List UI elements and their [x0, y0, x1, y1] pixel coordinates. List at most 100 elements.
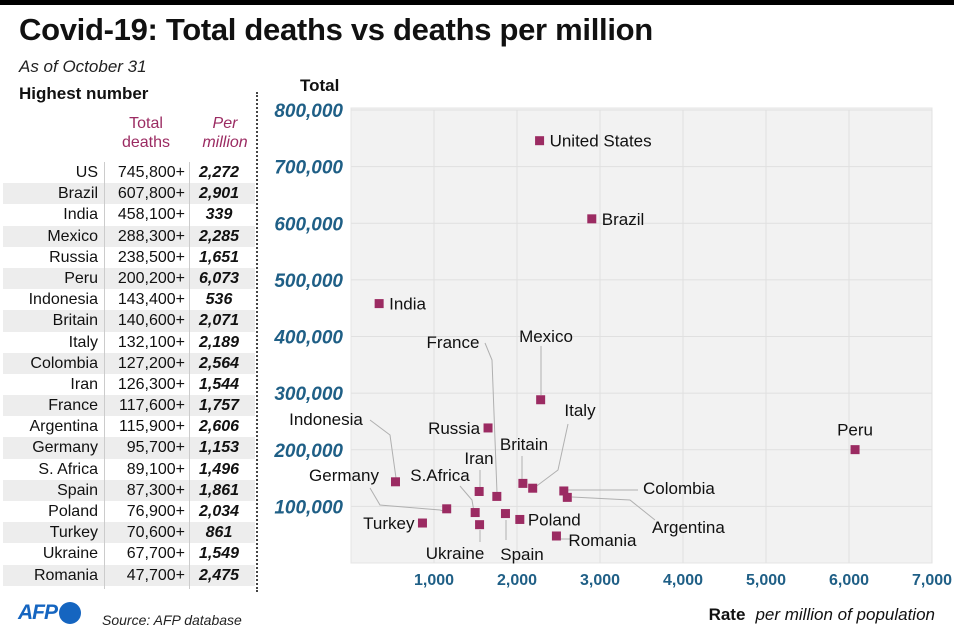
data-point-label: Britain — [500, 435, 548, 454]
total-deaths-cell: 745,800+ — [117, 164, 185, 181]
total-deaths-cell: 67,700+ — [126, 545, 185, 563]
table-row: Argentina 115,900+ 2,606 — [3, 416, 255, 437]
table-row: Turkey 70,600+ 861 — [3, 522, 255, 544]
column-header-per-million: Per million — [198, 114, 252, 152]
per-million-cell: 1,496 — [198, 460, 240, 478]
country-cell: Poland — [48, 503, 98, 520]
leader-line — [459, 485, 475, 513]
y-tick-label: 400,000 — [273, 328, 343, 349]
per-million-cell: 2,034 — [198, 503, 240, 520]
dotted-separator — [256, 92, 258, 592]
data-point-marker — [559, 486, 569, 496]
afp-logo-dot-icon — [59, 602, 81, 624]
data-point-label: United States — [550, 132, 652, 151]
per-million-cell: 2,272 — [198, 164, 240, 181]
table-row: France 117,600+ 1,757 — [3, 395, 255, 417]
country-cell: Colombia — [30, 354, 98, 372]
y-tick-label: 600,000 — [274, 214, 343, 235]
country-cell: Italy — [68, 333, 98, 351]
column-divider — [189, 162, 190, 589]
country-cell: S. Africa — [38, 460, 98, 478]
data-point-label: Romania — [568, 531, 637, 550]
country-cell: Peru — [64, 269, 98, 287]
data-point-label: France — [427, 333, 480, 352]
per-million-cell: 339 — [205, 206, 233, 224]
country-cell: Argentina — [29, 418, 99, 436]
table-row: Russia 238,500+ 1,651 — [3, 247, 255, 268]
total-deaths-cell: 127,200+ — [117, 354, 185, 372]
x-axis-title-bold: Rate — [708, 605, 746, 624]
data-point-label: Argentina — [652, 518, 725, 537]
table-row: Peru 200,200+ 6,073 — [3, 267, 255, 290]
leader-line — [484, 342, 498, 494]
y-tick-label: 700,000 — [274, 158, 343, 179]
data-point-marker — [587, 214, 597, 224]
total-deaths-cell: 200,200+ — [117, 269, 185, 287]
chart-subtitle: As of October 31 — [19, 57, 147, 76]
x-tick-label: 4,000 — [663, 572, 703, 589]
table-row: Brazil 607,800+ 2,901 — [3, 183, 255, 205]
column-header-per-line1: Per — [212, 115, 238, 132]
table-row: Mexico 288,300+ 2,285 — [3, 225, 255, 247]
per-million-cell: 2,901 — [198, 185, 240, 203]
total-deaths-cell: 117,600+ — [119, 397, 185, 415]
per-million-cell: 1,861 — [198, 481, 240, 499]
data-point-marker — [500, 509, 510, 519]
data-point-marker — [390, 477, 400, 487]
data-point-marker — [551, 531, 561, 541]
table-row: India 458,100+ 339 — [3, 204, 255, 225]
country-cell: France — [48, 397, 98, 415]
total-deaths-cell: 143,400+ — [117, 291, 185, 309]
per-million-cell: 2,189 — [198, 333, 240, 351]
country-cell: Turkey — [49, 524, 98, 542]
data-point-marker — [442, 504, 452, 514]
table-row: S. Africa 89,100+ 1,496 — [3, 459, 255, 480]
data-point-label: Russia — [428, 419, 481, 438]
x-tick-label: 7,000 — [912, 572, 952, 589]
data-point-label: Colombia — [643, 479, 715, 498]
country-cell: Indonesia — [28, 291, 98, 309]
data-point-label: Iran — [464, 449, 493, 468]
afp-logo: AFP — [18, 601, 81, 624]
x-tick-label: 1,000 — [414, 572, 454, 589]
total-deaths-cell: 95,700+ — [126, 439, 185, 457]
table-row: Germany 95,700+ 1,153 — [3, 437, 255, 459]
table-row: US 745,800+ 2,272 — [3, 162, 255, 183]
x-axis-title: Rate per million of population — [709, 605, 935, 625]
per-million-cell: 2,564 — [198, 354, 240, 372]
data-point-label: Italy — [564, 401, 596, 420]
per-million-cell: 2,071 — [198, 312, 240, 330]
table-row: Italy 132,100+ 2,189 — [3, 332, 255, 353]
leader-line — [369, 419, 397, 479]
afp-logo-text: AFP — [18, 601, 58, 624]
country-cell: Russia — [49, 248, 98, 266]
data-point-marker — [374, 299, 384, 309]
country-cell: Germany — [32, 439, 98, 457]
data-point-marker — [528, 483, 538, 493]
plot-area — [350, 107, 933, 564]
country-cell: Ukraine — [42, 545, 98, 563]
leader-line — [571, 496, 656, 521]
data-point-marker — [562, 492, 572, 502]
per-million-cell: 2,285 — [198, 227, 240, 245]
column-header-total-line2: deaths — [121, 134, 171, 151]
chart-title: Covid-19: Total deaths vs deaths per mil… — [19, 12, 653, 47]
country-cell: Romania — [33, 566, 98, 584]
top-bar — [0, 0, 954, 5]
total-deaths-cell: 607,800+ — [117, 185, 185, 203]
data-point-marker — [474, 486, 484, 496]
y-tick-label: 100,000 — [274, 497, 343, 518]
total-deaths-cell: 47,700+ — [126, 566, 185, 584]
data-point-marker — [535, 136, 545, 146]
table-row: Indonesia 143,400+ 536 — [3, 289, 255, 310]
data-point-label: S.Africa — [410, 466, 470, 485]
per-million-cell: 1,153 — [198, 439, 240, 457]
country-cell: Britain — [52, 312, 98, 330]
data-point-marker — [483, 423, 493, 433]
y-tick-label: 300,000 — [274, 384, 343, 405]
leader-line — [533, 423, 569, 489]
data-point-marker — [518, 478, 528, 488]
total-deaths-cell: 140,600+ — [117, 312, 185, 330]
total-deaths-cell: 89,100+ — [126, 460, 185, 478]
x-tick-label: 6,000 — [829, 572, 869, 589]
